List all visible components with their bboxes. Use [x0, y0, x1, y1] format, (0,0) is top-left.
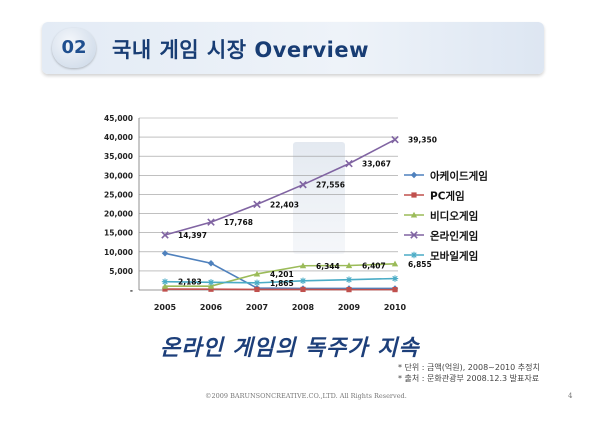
data-label: 27,556: [316, 181, 345, 190]
data-point: [208, 286, 214, 292]
data-label: 17,768: [224, 218, 253, 227]
data-point: [391, 260, 399, 267]
data-point: [410, 211, 418, 218]
y-tick-label: 40,000: [104, 133, 133, 142]
data-label: 22,403: [270, 200, 299, 209]
data-point: [391, 275, 399, 282]
legend-label: 비디오게임: [430, 210, 478, 223]
series-line: [164, 138, 396, 236]
series-3: [161, 260, 399, 289]
data-point: [161, 278, 169, 285]
x-tick-label: 2005: [154, 303, 177, 312]
header-band: [42, 22, 544, 74]
x-tick-label: 2010: [384, 303, 407, 312]
y-tick-label: 25,000: [104, 190, 133, 199]
data-point: [207, 279, 215, 286]
data-label: 39,350: [408, 136, 437, 145]
page-title: 국내 게임 시장 Overview: [112, 38, 370, 62]
legend-item: 아케이드게임: [404, 170, 488, 183]
data-point: [254, 286, 260, 293]
y-tick-label: 15,000: [104, 229, 133, 238]
data-point: [207, 218, 215, 226]
x-tick-label: 2007: [246, 303, 268, 312]
legend-label: 모바일게임: [430, 250, 478, 263]
data-point: [345, 159, 353, 168]
data-point: [410, 171, 418, 179]
watermark-logo: [293, 142, 345, 254]
x-tick-label: 2009: [338, 303, 361, 312]
y-tick-label: 10,000: [104, 248, 133, 257]
data-point: [253, 200, 261, 209]
data-point: [345, 262, 353, 269]
legend-item: 비디오게임: [404, 210, 478, 223]
note-source: * 출처 : 문화관광부 2008.12.3 발표자료: [398, 374, 540, 383]
y-tick-label: 30,000: [104, 171, 133, 180]
data-point: [207, 282, 215, 289]
note-unit: * 단위 : 금액(억원), 2008~2010 추정치: [398, 363, 540, 372]
data-point: [345, 276, 353, 283]
data-point: [253, 270, 261, 277]
page-number: 4: [568, 392, 573, 400]
data-label: 4,201: [270, 270, 294, 279]
y-tick-label: -: [130, 286, 133, 295]
data-point: [299, 180, 307, 189]
legend-label: 온라인게임: [430, 230, 478, 243]
x-tick-label: 2006: [200, 303, 223, 312]
legend-item: PC게임: [404, 190, 465, 203]
legend-label: PC게임: [430, 190, 465, 203]
x-tick-label: 2008: [292, 303, 315, 312]
data-label: 6,344: [316, 262, 340, 271]
series-line: [164, 277, 396, 284]
copyright-footer: ©2009 BARUNSONCREATIVE.CO.,LTD. All Righ…: [205, 392, 407, 400]
data-point: [392, 287, 398, 293]
data-label: 2,183: [178, 278, 202, 287]
data-label: 1,865: [270, 279, 294, 288]
data-point: [207, 260, 215, 267]
data-point: [410, 251, 418, 259]
data-point: [299, 262, 307, 269]
data-point: [300, 286, 306, 293]
slide-subtitle: 온라인 게임의 독주가 지속: [160, 336, 420, 361]
data-label: 6,407: [362, 262, 386, 271]
series-2: [162, 286, 398, 293]
data-point: [162, 286, 168, 292]
source-notes: * 단위 : 금액(억원), 2008~2010 추정치 * 출처 : 문화관광…: [398, 362, 540, 384]
series-line: [164, 288, 395, 291]
series-4: [161, 135, 399, 239]
data-point: [391, 135, 399, 144]
series-line: [165, 262, 396, 287]
series-line: [164, 252, 395, 290]
data-point: [410, 231, 418, 239]
data-point: [411, 192, 417, 198]
legend-item: 모바일게임: [404, 250, 478, 263]
data-point: [299, 277, 307, 285]
legend-item: 온라인게임: [404, 230, 478, 243]
y-tick-label: 45,000: [104, 114, 133, 123]
data-label: 6,855: [408, 260, 432, 269]
y-tick-label: 20,000: [104, 210, 133, 219]
data-point: [253, 279, 261, 287]
y-tick-label: 35,000: [104, 152, 133, 161]
data-label: 14,397: [178, 231, 207, 240]
data-point: [346, 287, 352, 293]
data-point: [161, 231, 169, 239]
y-tick-label: 5,000: [109, 267, 133, 276]
section-number-badge: 02: [52, 28, 96, 68]
data-point: [161, 282, 169, 289]
data-point: [161, 250, 169, 257]
series-5: [161, 275, 399, 287]
legend-label: 아케이드게임: [430, 170, 488, 183]
data-label: 33,067: [362, 160, 391, 169]
